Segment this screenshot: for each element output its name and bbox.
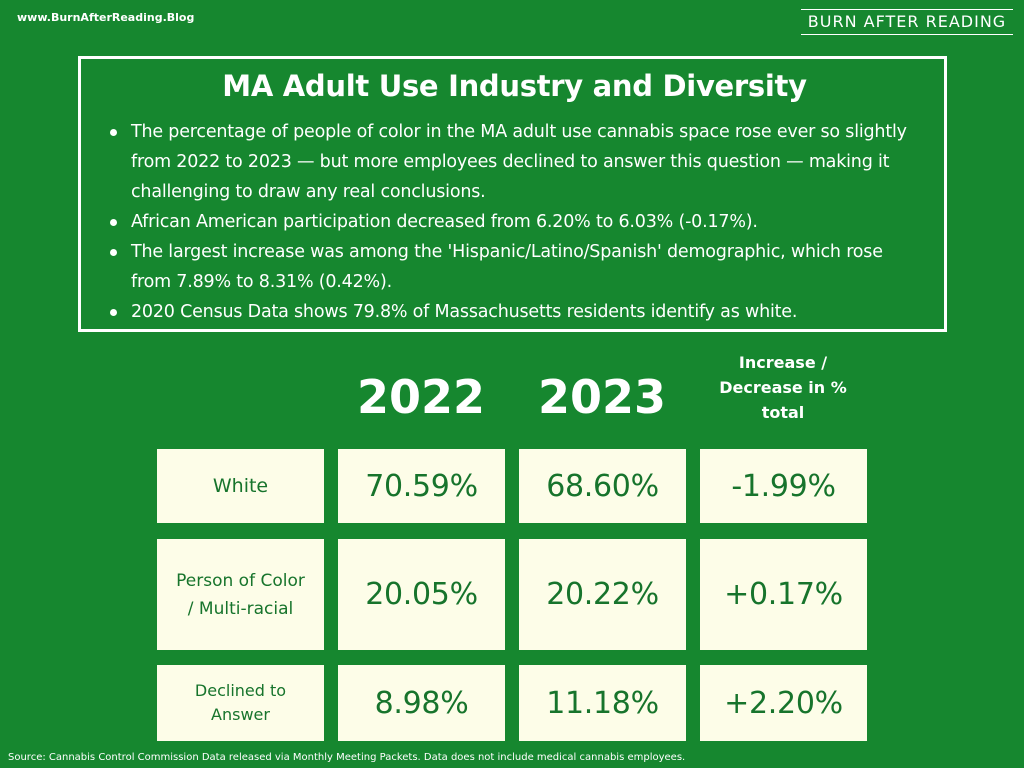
cell-poc-change: +0.17% bbox=[700, 539, 867, 650]
column-header-change-line: total bbox=[761, 403, 805, 422]
source-note: Source: Cannabis Control Commission Data… bbox=[8, 752, 686, 763]
row-label-person-of-color: Person of Color / Multi-racial bbox=[157, 539, 324, 650]
bullet-list: The percentage of people of color in the… bbox=[105, 117, 924, 327]
info-title: MA Adult Use Industry and Diversity bbox=[222, 69, 807, 103]
column-header-change: Increase / Decrease in % total bbox=[698, 350, 868, 425]
cell-poc-2023: 20.22% bbox=[519, 539, 686, 650]
row-label-declined: Declined to Answer bbox=[157, 665, 324, 741]
bullet-item: 2020 Census Data shows 79.8% of Massachu… bbox=[105, 297, 924, 327]
bullet-item: The percentage of people of color in the… bbox=[105, 117, 924, 207]
cell-white-change: -1.99% bbox=[700, 449, 867, 523]
row-label-white: White bbox=[157, 449, 324, 523]
bullet-item: The largest increase was among the 'Hisp… bbox=[105, 237, 924, 297]
cell-white-2022: 70.59% bbox=[338, 449, 505, 523]
site-url: www.BurnAfterReading.Blog bbox=[17, 11, 195, 24]
info-box: MA Adult Use Industry and Diversity The … bbox=[78, 56, 947, 332]
cell-declined-change: +2.20% bbox=[700, 665, 867, 741]
cell-poc-2022: 20.05% bbox=[338, 539, 505, 650]
brand-logo: BURN AFTER READING bbox=[801, 9, 1013, 35]
column-header-change-line: Increase / bbox=[738, 353, 828, 372]
cell-declined-2023: 11.18% bbox=[519, 665, 686, 741]
cell-declined-2022: 8.98% bbox=[338, 665, 505, 741]
cell-white-2023: 68.60% bbox=[519, 449, 686, 523]
bullet-item: African American participation decreased… bbox=[105, 207, 924, 237]
column-header-2022: 2022 bbox=[356, 370, 486, 424]
column-header-2023: 2023 bbox=[537, 370, 667, 424]
column-header-change-line: Decrease in % bbox=[719, 378, 847, 397]
